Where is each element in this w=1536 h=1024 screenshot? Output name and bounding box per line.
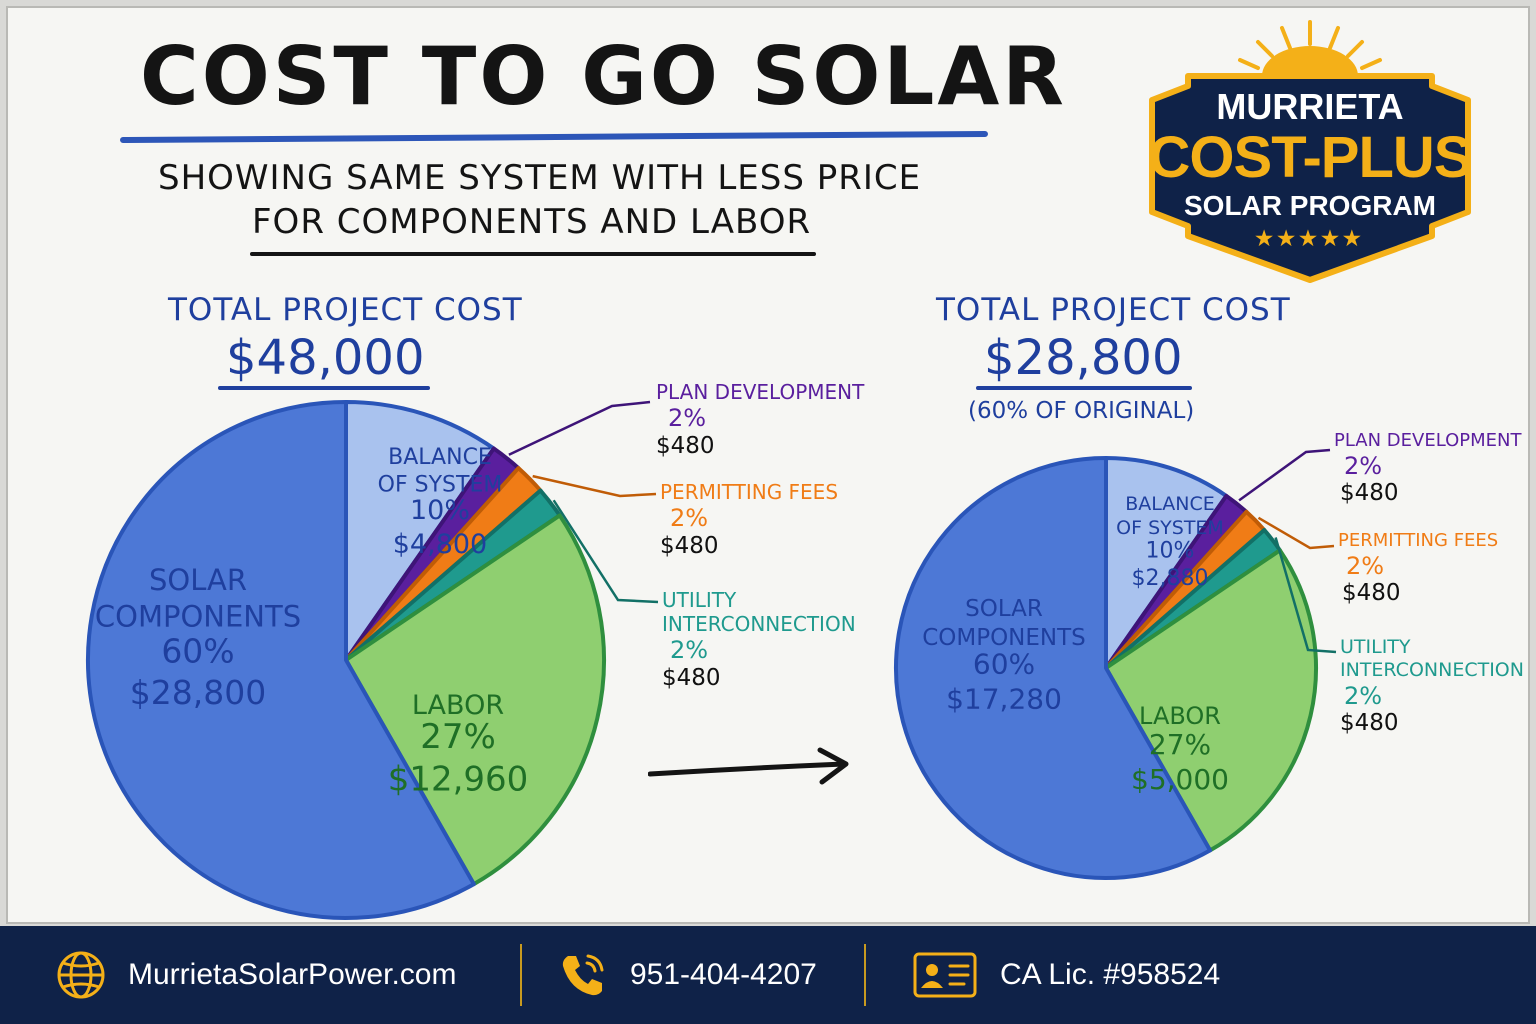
- left-plan-dev-name: PLAN DEVELOPMENT: [656, 380, 865, 404]
- right-callout-permitting-fees: PERMITTING FEES 2% $480: [1338, 530, 1498, 608]
- right-pie-label-balance-of-system-percent: 10%: [1146, 539, 1195, 564]
- callout-leader-lines: [508, 400, 1337, 654]
- left-pie-label-labor-name-0: LABOR: [412, 690, 504, 721]
- left-permit-percent: 2%: [670, 504, 709, 532]
- right-total-note: (60% OF ORIGINAL): [968, 398, 1195, 424]
- right-pie-slice-labor: [1104, 548, 1318, 853]
- left-pie-label-solar-components-percent: 60%: [161, 632, 234, 671]
- left-pie-slice-balance-of-system: [344, 400, 496, 662]
- right-permit-percent: 2%: [1346, 551, 1385, 580]
- left-pie-label-solar-components-name-0: SOLAR: [149, 563, 247, 597]
- right-pie-label-balance-of-system-name-1: OF SYSTEM: [1116, 517, 1224, 539]
- subtitle-line-2: FOR COMPONENTS AND LABOR: [252, 202, 812, 242]
- badge-line-3: SOLAR PROGRAM: [1184, 190, 1436, 221]
- left-pie-leader-plan-development: [508, 400, 651, 456]
- right-total-value: $28,800: [984, 330, 1183, 386]
- right-pie-label-balance-of-system-name-0: BALANCE: [1125, 493, 1215, 515]
- phone-number[interactable]: 951-404-4207: [630, 958, 817, 991]
- left-permit-name: PERMITTING FEES: [660, 480, 839, 504]
- right-plan-dev-percent: 2%: [1344, 451, 1383, 480]
- left-callout-permitting-fees: PERMITTING FEES 2% $480: [660, 480, 838, 560]
- right-utility-name-2: INTERCONNECTION: [1340, 658, 1524, 681]
- badge-stars-icon: ★★★★★: [1255, 228, 1365, 250]
- left-pie-label-balance-of-system-percent: 10%: [410, 495, 470, 526]
- left-total-underline: [218, 386, 430, 390]
- right-pie-slice-solar-components: [894, 456, 1213, 880]
- left-pie-slice-solar-components: [86, 400, 476, 920]
- left-pie-label-labor-percent: 27%: [420, 717, 496, 757]
- footer-license: CA Lic. #958524: [912, 926, 1220, 1024]
- right-pie-label-solar-components-percent: 60%: [973, 648, 1035, 681]
- globe-icon: [57, 951, 105, 999]
- right-utility-percent: 2%: [1344, 681, 1383, 710]
- left-pie-label-balance-of-system-name-1: OF SYSTEM: [378, 473, 503, 498]
- id-card-icon: [913, 952, 977, 998]
- right-pie-label-labor-amount: $5,000: [1131, 763, 1229, 796]
- left-pie-label-balance-of-system-name-0: BALANCE: [388, 445, 492, 470]
- left-pie-label-balance-of-system-amount: $4,800: [393, 529, 487, 560]
- footer-website[interactable]: MurrietaSolarPower.com: [56, 926, 456, 1024]
- right-pie-label-solar-components-name-0: SOLAR: [965, 596, 1043, 622]
- phone-icon: [562, 954, 604, 996]
- right-pie-slice-balance-of-system: [1104, 456, 1229, 670]
- license-number: CA Lic. #958524: [1000, 958, 1221, 991]
- right-arrow-icon: [648, 747, 849, 785]
- left-pie-label-solar-components-name-1: COMPONENTS: [95, 599, 301, 633]
- footer-divider-1: [520, 944, 522, 1006]
- right-pie-leader-utility-interconnection: [1274, 537, 1337, 654]
- footer-divider-2: [864, 944, 866, 1006]
- badge-line-2: COST-PLUS: [1148, 125, 1473, 190]
- left-utility-amount: $480: [662, 664, 721, 691]
- right-pie-label-solar-components-name-1: COMPONENTS: [922, 625, 1086, 651]
- badge-line-1: MURRIETA: [1216, 86, 1404, 127]
- website-link[interactable]: MurrietaSolarPower.com: [128, 958, 457, 991]
- right-pie-label-labor-percent: 27%: [1149, 728, 1211, 761]
- right-permit-name: PERMITTING FEES: [1338, 530, 1499, 551]
- left-callout-utility-interconnection: UTILITY INTERCONNECTION 2% $480: [662, 588, 856, 692]
- left-total-label: TOTAL PROJECT COST: [168, 292, 523, 328]
- right-total-underline: [976, 386, 1192, 390]
- footer-phone[interactable]: 951-404-4207: [558, 926, 817, 1024]
- left-utility-name-1: UTILITY: [662, 588, 737, 612]
- left-utility-percent: 2%: [670, 636, 709, 664]
- right-pie-label-balance-of-system-amount: $2,880: [1132, 566, 1209, 591]
- right-permit-amount: $480: [1342, 580, 1401, 607]
- right-pie-label-labor-name-0: LABOR: [1139, 702, 1221, 730]
- badge-shield-icon: [1149, 20, 1471, 283]
- right-callout-utility-interconnection: UTILITY INTERCONNECTION 2% $480: [1340, 636, 1524, 738]
- right-utility-name-1: UTILITY: [1340, 636, 1411, 658]
- left-plan-dev-amount: $480: [656, 432, 715, 459]
- left-pie-slice-labor: [344, 513, 606, 887]
- left-pie-label-labor-amount: $12,960: [388, 759, 529, 799]
- left-total-value: $48,000: [226, 330, 425, 386]
- program-badge: MURRIETA COST-PLUS SOLAR PROGRAM ★★★★★: [1142, 14, 1478, 286]
- subtitle-line-1: SHOWING SAME SYSTEM WITH LESS PRICE: [158, 158, 922, 198]
- page-title: COST TO GO SOLAR: [140, 30, 1067, 123]
- left-pie-label-solar-components-amount: $28,800: [130, 673, 266, 712]
- subtitle-underline: [250, 252, 816, 256]
- right-plan-dev-name: PLAN DEVELOPMENT: [1334, 430, 1522, 451]
- left-plan-dev-percent: 2%: [668, 404, 707, 432]
- right-pie-leader-plan-development: [1238, 448, 1331, 502]
- left-pie-leader-utility-interconnection: [552, 499, 659, 604]
- left-utility-name-2: INTERCONNECTION: [662, 612, 856, 636]
- right-plan-dev-amount: $480: [1340, 480, 1399, 507]
- footer-bar: MurrietaSolarPower.com 951-404-4207 CA L…: [0, 926, 1536, 1024]
- right-utility-amount: $480: [1340, 710, 1399, 737]
- left-callout-plan-development: PLAN DEVELOPMENT 2% $480: [656, 380, 864, 460]
- right-total-label: TOTAL PROJECT COST: [936, 292, 1291, 328]
- left-permit-amount: $480: [660, 532, 719, 559]
- left-pie-leader-permitting-fees: [532, 474, 657, 498]
- right-callout-plan-development: PLAN DEVELOPMENT 2% $480: [1334, 430, 1522, 508]
- right-pie-label-solar-components-amount: $17,280: [946, 683, 1062, 716]
- right-pie-leader-permitting-fees: [1257, 516, 1335, 550]
